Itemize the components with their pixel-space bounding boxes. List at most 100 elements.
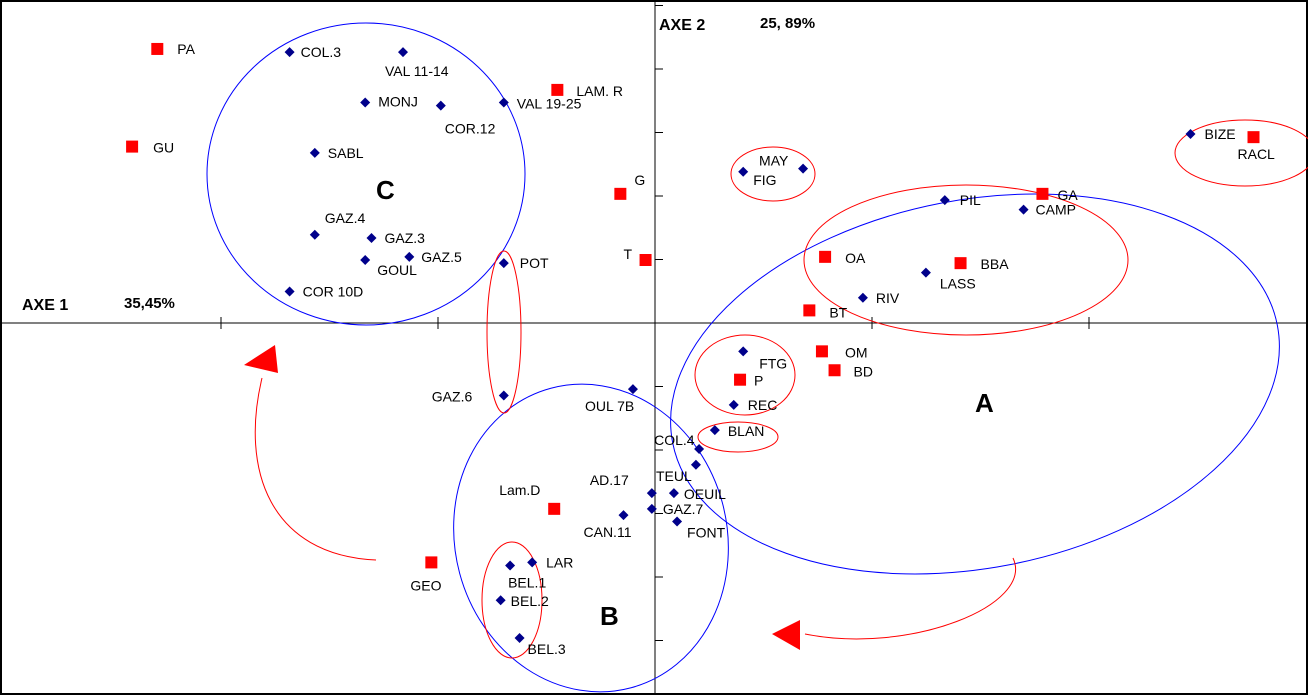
variable-marker: [425, 556, 438, 569]
site-marker: [309, 147, 320, 158]
point-label: BLAN: [728, 423, 765, 439]
point-label: REC: [748, 397, 778, 413]
site-marker: [694, 444, 705, 454]
site-marker: [366, 232, 377, 243]
point-label: P: [754, 373, 763, 389]
point-label: PA: [177, 41, 195, 57]
site-marker: [646, 503, 657, 514]
site-marker: [690, 459, 701, 470]
point-label: GAZ.4: [325, 210, 366, 226]
axis1-title: AXE 1: [22, 297, 68, 314]
variable-marker: [954, 257, 967, 270]
point-label: COR.12: [445, 121, 496, 137]
group-c-ellipse: [206, 22, 526, 326]
site-marker: [284, 47, 295, 58]
variable-marker: [151, 42, 164, 55]
point-label: COR 10D: [303, 284, 364, 300]
subgroup-ellipse: [730, 146, 816, 202]
point-label: GAZ.5: [421, 249, 462, 265]
site-marker: [618, 510, 629, 521]
site-marker: [404, 251, 415, 262]
variable-marker: [828, 364, 841, 377]
point-label: VAL 19-25: [517, 96, 582, 112]
point-label: AD.17: [590, 472, 629, 488]
variable-marker: [551, 83, 564, 96]
point-label: G: [634, 172, 645, 188]
variable-marker: [614, 187, 627, 200]
axis2-percent: 25, 89%: [760, 15, 815, 32]
arrow-curve: [804, 557, 1016, 640]
site-marker: [284, 286, 295, 297]
variable-marker: [1247, 131, 1260, 144]
point-label: MAY: [759, 153, 789, 169]
point-label: OUL 7B: [585, 398, 634, 414]
site-marker: [495, 595, 506, 606]
subgroup-ellipse: [486, 250, 522, 414]
variable-marker: [815, 345, 828, 358]
axis1-percent: 35,45%: [124, 295, 175, 312]
point-label: GAZ.3: [385, 230, 426, 246]
point-label: OEUIL: [684, 486, 726, 502]
point-label: FIG: [753, 172, 776, 188]
site-marker: [360, 97, 371, 108]
arrowhead: [244, 345, 278, 373]
site-marker: [798, 163, 809, 174]
site-marker: [505, 560, 516, 571]
group-label-b: B: [600, 601, 619, 631]
point-label: CAN.11: [584, 524, 632, 540]
site-marker: [857, 292, 868, 303]
point-label: GOUL: [377, 262, 417, 278]
subgroup-ellipse: [697, 421, 779, 453]
group-b-ellipse: [453, 383, 729, 693]
cluster-ellipses: [206, 22, 1308, 693]
point-label: SABL: [328, 145, 364, 161]
point-label: GEO: [410, 577, 441, 593]
site-marker: [646, 488, 657, 499]
point-label: GAZ.6: [432, 388, 473, 404]
point-label: POT: [520, 255, 549, 271]
point-label: PIL: [960, 192, 981, 208]
point-label: MONJ: [378, 94, 418, 110]
point-label: LAR: [546, 554, 573, 570]
point-label: TEUL: [656, 468, 692, 484]
point-label: BT: [829, 304, 847, 320]
subgroup-ellipse: [481, 541, 543, 659]
site-marker: [627, 384, 638, 395]
site-marker: [1018, 204, 1029, 215]
point-label: BEL.1: [508, 575, 546, 591]
site-marker: [498, 97, 509, 108]
site-marker: [498, 258, 509, 269]
variable-marker: [1036, 187, 1049, 200]
point-label: GA: [1057, 187, 1078, 203]
group-a-ellipse: [670, 193, 1280, 575]
point-label: BD: [854, 363, 873, 379]
group-label-a: A: [975, 388, 994, 418]
site-marker: [939, 195, 950, 206]
point-label: GAZ.7: [663, 501, 704, 517]
site-marker: [738, 346, 749, 357]
point-label: T: [624, 246, 633, 262]
point-label: OM: [845, 344, 868, 360]
point-label: FONT: [687, 524, 726, 540]
site-marker: [498, 390, 509, 401]
point-label: LASS: [940, 276, 976, 292]
variable-marker: [639, 254, 652, 266]
point-label: RIV: [876, 290, 900, 306]
point-label: GU: [153, 140, 174, 156]
site-marker: [527, 557, 538, 568]
variable-marker: [803, 304, 816, 317]
site-marker: [668, 488, 679, 499]
axis2-title: AXE 2: [659, 17, 705, 34]
point-label: LAM. R: [576, 83, 623, 99]
site-marker: [920, 267, 931, 278]
point-label: BEL.3: [528, 641, 566, 657]
site-marker: [309, 229, 320, 240]
site-marker: [709, 425, 720, 436]
point-label: OA: [845, 250, 866, 266]
point-label: VAL 11-14: [385, 63, 449, 79]
point-label: Lam.D: [499, 482, 540, 498]
point-label: BIZE: [1205, 126, 1236, 142]
site-marker: [398, 47, 408, 58]
subgroup-ellipse: [803, 184, 1129, 336]
subgroup-ellipse: [694, 334, 796, 416]
